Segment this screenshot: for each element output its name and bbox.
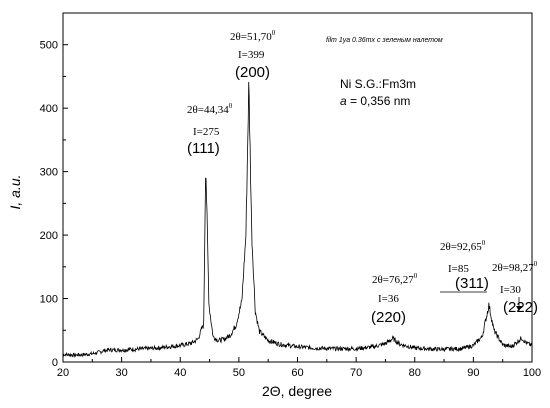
peak-111-intensity: I=275 <box>193 126 220 138</box>
plot-frame <box>62 12 533 363</box>
peak-111-angle: 2θ=44,340 <box>187 102 233 116</box>
x-tick-label: 80 <box>409 367 421 379</box>
peak-222-angle: 2θ=98,270 <box>492 260 538 274</box>
material-label: Ni S.G.:Fm3m <box>340 77 416 91</box>
y-tick-label: 300 <box>40 167 58 179</box>
x-tick-label: 50 <box>233 367 245 379</box>
y-tick-label: 200 <box>40 230 58 242</box>
x-tick-label: 90 <box>467 367 479 379</box>
x-tick-label: 20 <box>57 367 69 379</box>
diffraction-pattern-line <box>62 81 533 358</box>
peak-200-hkl: (200) <box>235 64 270 81</box>
x-tick-label: 30 <box>116 367 128 379</box>
x-tick-label: 60 <box>291 367 303 379</box>
peak-311-angle: 2θ=92,650 <box>440 239 486 253</box>
y-tick-label: 100 <box>40 294 58 306</box>
y-tick-label: 0 <box>52 357 58 369</box>
y-tick-label: 400 <box>40 103 58 115</box>
peak-220-intensity: I=36 <box>378 293 399 305</box>
x-axis-ticks: 20 30 40 50 60 70 80 90 100 <box>57 357 541 379</box>
peak-200-intensity: I=399 <box>238 49 265 61</box>
peak-200-angle: 2θ=51,700 <box>230 29 276 43</box>
peak-220-angle: 2θ=76,270 <box>372 272 418 286</box>
peak-222-hkl: (222) <box>503 299 538 316</box>
peak-311-intensity: I=85 <box>448 263 469 275</box>
lattice-value: = 0,356 nm <box>347 94 411 108</box>
sample-note: film 1ya 0.36mx с зеленым налетом <box>326 37 443 44</box>
y-axis-ticks: 0 100 200 300 400 500 <box>40 12 68 369</box>
peak-111-hkl: (111) <box>187 140 220 157</box>
x-axis-title: 2Θ, degree <box>262 383 332 399</box>
plot-border <box>62 12 533 363</box>
peak-222-arrowhead <box>516 306 522 311</box>
peak-222-intensity: I=30 <box>500 284 521 296</box>
x-tick-label: 100 <box>523 367 541 379</box>
peak-220-hkl: (220) <box>371 309 406 326</box>
peak-311-hkl: (311) <box>455 275 489 292</box>
y-axis-title: I, a.u. <box>7 174 23 209</box>
y-tick-label: 500 <box>40 40 58 52</box>
lattice-label: a = 0,356 nm <box>340 94 410 108</box>
lattice-symbol: a <box>340 94 347 108</box>
x-tick-label: 40 <box>174 367 186 379</box>
x-tick-label: 70 <box>350 367 362 379</box>
